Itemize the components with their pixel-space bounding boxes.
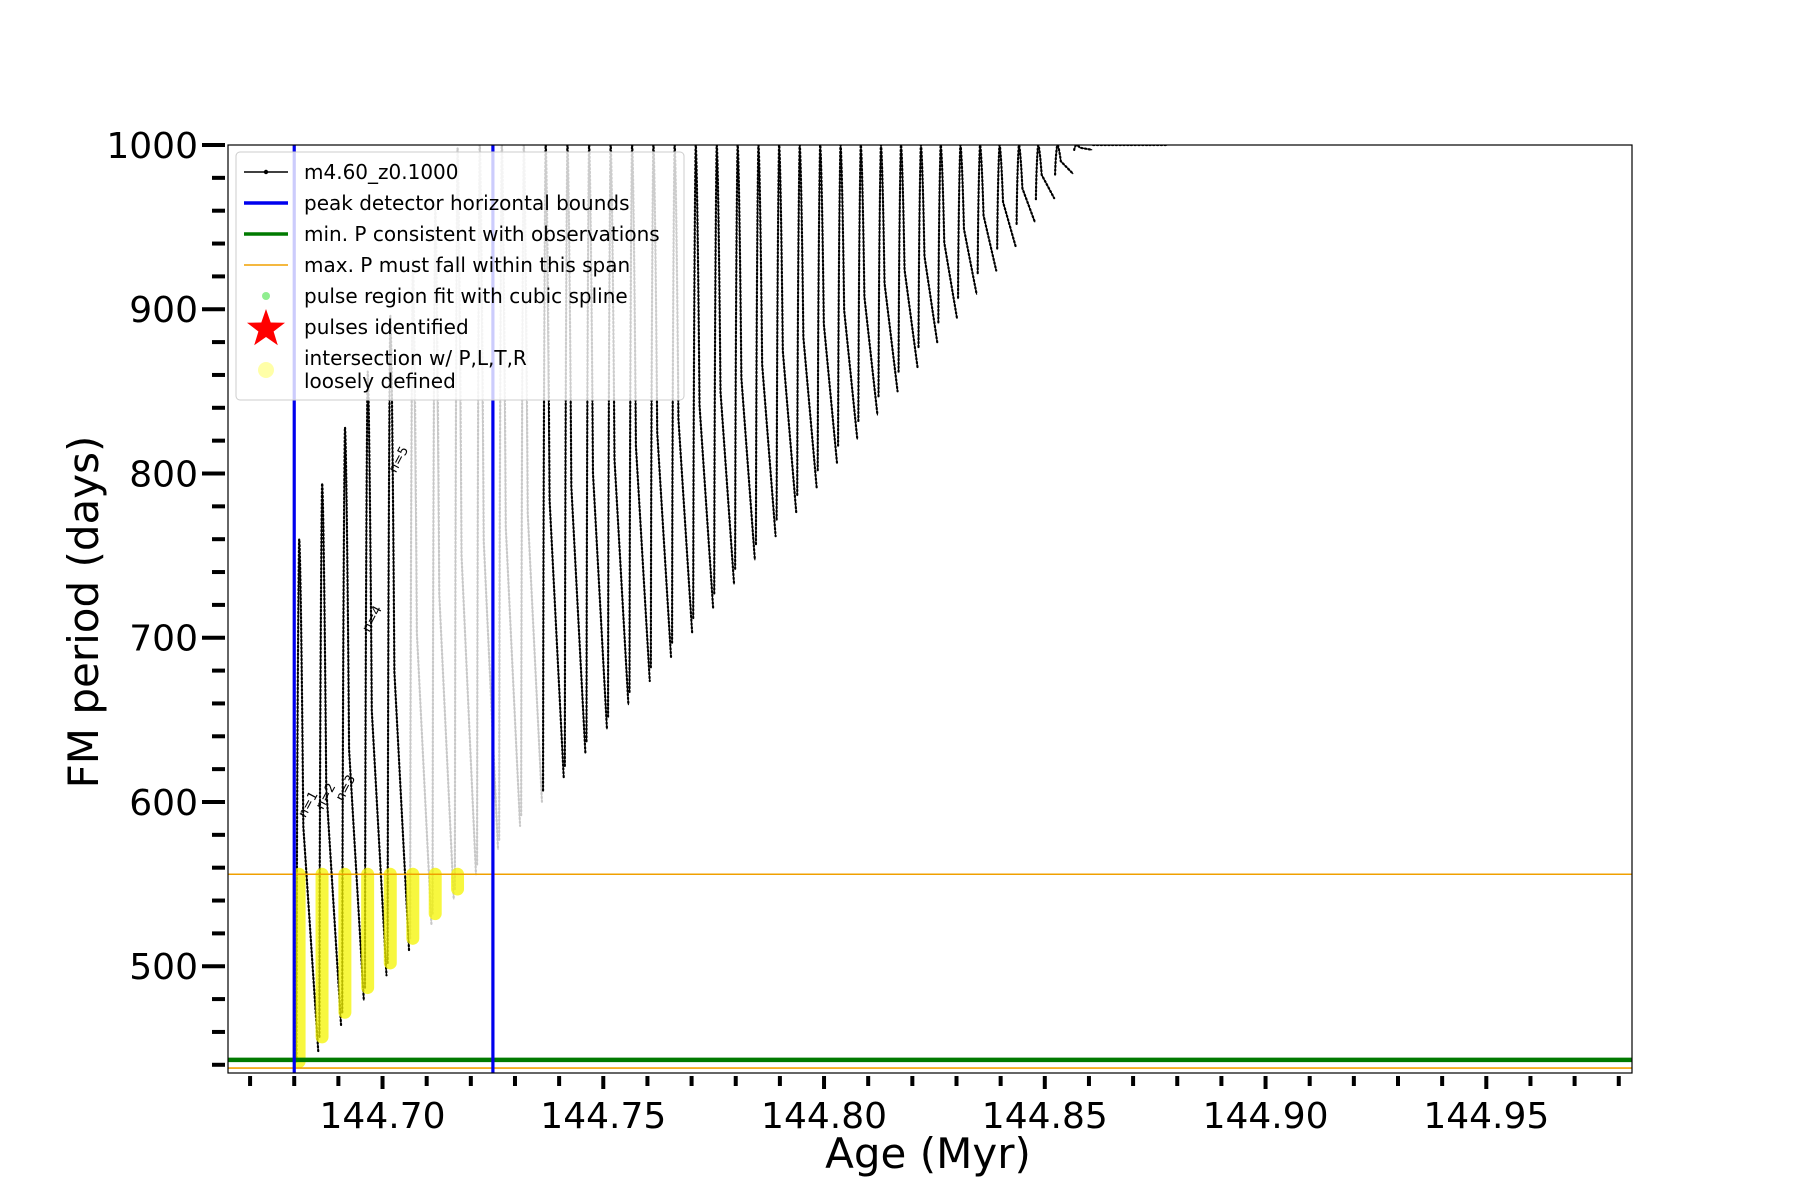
pulse-track-33: [976, 145, 998, 275]
pulse-track-21: [734, 145, 757, 570]
pulse-track-line-2: [318, 482, 342, 1037]
legend-label: peak detector horizontal bounds: [304, 191, 630, 215]
pulse-track-23: [775, 145, 798, 521]
legend-label: min. P consistent with observations: [304, 222, 660, 246]
x-axis-label: Age (Myr): [825, 1129, 1031, 1178]
pulse-track-line-29: [898, 145, 919, 372]
legend-swatch-circle: [258, 362, 274, 378]
pulse-track-line-32: [957, 145, 978, 298]
pulse-track-line-30: [917, 145, 938, 348]
pulse-track-27: [857, 145, 879, 423]
pulse-track-34: [996, 145, 1017, 250]
legend-box: [235, 151, 685, 401]
pulse-track-26: [836, 145, 859, 447]
pulse-track-line-1: [295, 538, 319, 1062]
pulse-track-line-3: [341, 426, 365, 1013]
pulse-track-5: [386, 314, 411, 965]
pulse-track-35: [1015, 145, 1037, 225]
legend-item-2: peak detector horizontal bounds: [244, 191, 630, 215]
pulse-track-22: [754, 145, 777, 546]
legend-swatch-dot: [262, 292, 270, 300]
legend-item-4: max. P must fall within this span: [244, 253, 630, 277]
y-tick-label: 1000: [106, 126, 198, 167]
pulse-track-29: [897, 145, 919, 373]
pulse-track-36: [1034, 145, 1056, 201]
pulse-track-line-20: [713, 145, 735, 594]
pulse-track-30: [917, 145, 939, 349]
legend-label: pulses identified: [304, 315, 469, 339]
pulse-track-line-5: [387, 315, 410, 963]
legend-item-5: pulse region fit with cubic spline: [262, 284, 628, 308]
pulse-track-31: [937, 145, 959, 324]
pulse-track-line-35: [1016, 145, 1036, 224]
legend-item-7: intersection w/ P,L,T,R loosely defined: [258, 346, 527, 393]
y-axis-label: FM period (days): [59, 436, 108, 789]
legend-item-6: pulses identified: [247, 309, 469, 346]
x-tick-label: 144.95: [1423, 1096, 1549, 1137]
y-tick-label: 700: [129, 619, 198, 660]
plot-frame: [227, 144, 1633, 1074]
legend-item-3: min. P consistent with observations: [244, 222, 660, 246]
legend-label: m4.60_z0.1000: [304, 160, 459, 184]
pulse-track-37: [1054, 145, 1075, 176]
pulse-track-line-28: [877, 145, 899, 397]
pulse-track-line-34: [996, 145, 1017, 249]
legend-swatch-star: [247, 309, 285, 346]
pulse-track-line-25: [817, 145, 838, 471]
pulse-track-line-33: [977, 145, 997, 274]
pulse-track-line-22: [755, 145, 777, 545]
legend-label: intersection w/ P,L,T,R loosely defined: [304, 346, 527, 393]
pulse-track-20: [713, 145, 736, 595]
y-tick-label: 900: [129, 290, 198, 331]
contour-label-4: n=4: [360, 603, 386, 634]
pulse-track-line-24: [796, 145, 818, 495]
x-tick-label: 144.75: [540, 1096, 666, 1137]
y-tick-label: 600: [129, 783, 198, 824]
y-axis-ticks: 500 600 700 800 900 1000: [106, 126, 225, 1067]
legend-item-1: m4.60_z0.1000: [244, 160, 459, 184]
pulse-track-19: [692, 145, 715, 620]
legend-label: pulse region fit with cubic spline: [304, 284, 628, 308]
pulse-track-25: [816, 145, 839, 472]
contour-label-3: n=3: [333, 773, 359, 804]
pulse-track-32: [956, 145, 978, 299]
plot-border: [227, 144, 1633, 1074]
pulse-track-line-26: [837, 145, 858, 446]
pulse-track-line-23: [776, 145, 797, 520]
x-tick-label: 144.85: [982, 1096, 1108, 1137]
pulse-track-24: [796, 145, 818, 496]
legend-swatch-dot: [263, 169, 269, 175]
pulse-track-line-19: [692, 145, 714, 619]
legend-label: max. P must fall within this span: [304, 253, 630, 277]
y-tick-label: 500: [129, 947, 198, 988]
pulse-track-line-27: [857, 145, 879, 421]
pulse-track-line-21: [734, 145, 756, 569]
x-tick-label: 144.70: [320, 1096, 446, 1137]
pulse-track-line-31: [937, 145, 958, 323]
y-tick-label: 800: [129, 454, 198, 495]
pulse-track-28: [877, 145, 899, 398]
x-tick-label: 144.80: [761, 1096, 887, 1137]
x-axis-ticks: 144.70 144.75 144.80 144.85 144.90 144.95: [248, 1076, 1621, 1137]
x-tick-label: 144.90: [1203, 1096, 1329, 1137]
